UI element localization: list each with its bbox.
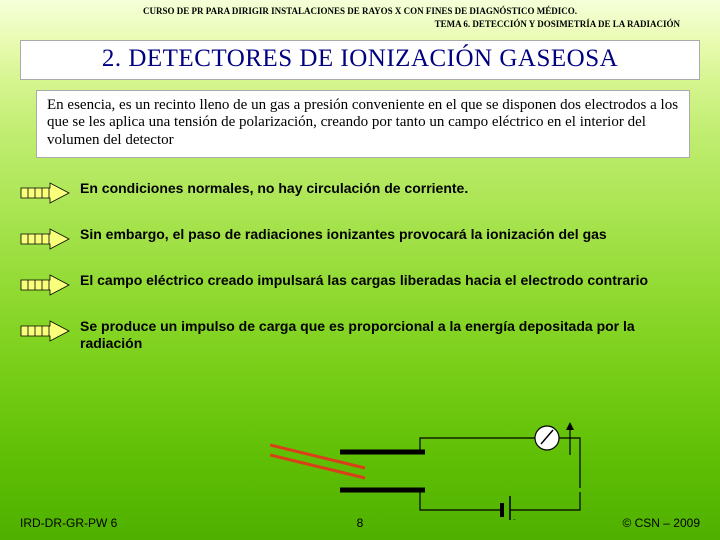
header-course: CURSO DE PR PARA DIRIGIR INSTALACIONES D… [0, 6, 720, 16]
detector-diagram: - + [270, 410, 600, 520]
list-item: En condiciones normales, no hay circulac… [20, 180, 690, 204]
list-item: Se produce un impulso de carga que es pr… [20, 318, 690, 352]
header-topic: TEMA 6. DETECCIÓN Y DOSIMETRÍA DE LA RAD… [0, 19, 720, 29]
bullet-list: En condiciones normales, no hay circulac… [20, 180, 690, 374]
bullet-text: El campo eléctrico creado impulsará las … [80, 272, 648, 289]
arrow-icon [20, 182, 70, 204]
arrow-icon [20, 320, 70, 342]
list-item: Sin embargo, el paso de radiaciones ioni… [20, 226, 690, 250]
ray-icon [270, 455, 365, 478]
slide-title: 2. DETECTORES DE IONIZACIÓN GASEOSA [21, 45, 699, 73]
footer-copyright: © CSN – 2009 [622, 516, 700, 530]
slide: CURSO DE PR PARA DIRIGIR INSTALACIONES D… [0, 0, 720, 540]
ray-icon [270, 445, 365, 468]
footer-page: 8 [0, 516, 720, 530]
slide-header: CURSO DE PR PARA DIRIGIR INSTALACIONES D… [0, 6, 720, 29]
bullet-text: En condiciones normales, no hay circulac… [80, 180, 468, 197]
intro-box: En esencia, es un recinto lleno de un ga… [36, 90, 690, 158]
bullet-text: Sin embargo, el paso de radiaciones ioni… [80, 226, 607, 243]
wire [420, 490, 502, 510]
list-item: El campo eléctrico creado impulsará las … [20, 272, 690, 296]
wire [420, 438, 535, 452]
bullet-text: Se produce un impulso de carga que es pr… [80, 318, 690, 352]
title-box: 2. DETECTORES DE IONIZACIÓN GASEOSA [20, 40, 700, 80]
arrow-icon [20, 228, 70, 250]
wire [510, 492, 580, 510]
intro-text: En esencia, es un recinto lleno de un ga… [47, 97, 679, 149]
arrowhead-icon [566, 422, 574, 430]
arrow-icon [20, 274, 70, 296]
